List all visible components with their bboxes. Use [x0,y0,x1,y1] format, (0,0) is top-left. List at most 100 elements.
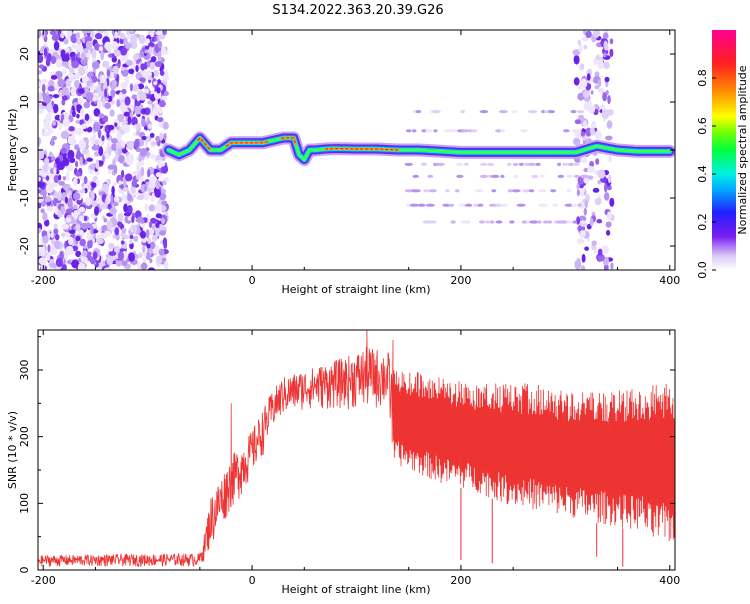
noise-blob [145,229,150,239]
harmonic-blob [518,162,525,166]
noise-blob [584,246,589,251]
noise-blob [68,236,74,246]
x-tick-label: 200 [450,274,471,287]
noise-blob [77,258,82,263]
noise-blob [128,68,135,75]
harmonic-blob [526,220,531,224]
harmonic-blob [428,189,437,193]
noise-blob [125,42,133,49]
noise-blob [104,88,108,98]
snr-frame [37,329,676,571]
harmonic-blob [498,110,508,114]
noise-blob [108,251,117,256]
noise-blob [40,208,45,214]
noise-blob [42,211,48,222]
noise-blob [61,86,69,96]
noise-blob [578,215,587,223]
noise-blob [66,171,70,182]
noise-blob [108,255,117,261]
noise-blob [100,74,107,83]
noise-blob [46,206,54,212]
harmonic-blob [490,220,495,224]
harmonic-blob [495,220,503,224]
noise-blob [62,117,71,128]
noise-blob [158,100,166,108]
noise-blob [584,199,588,209]
noise-blob [148,123,152,129]
harmonic-blob [464,162,469,166]
noise-blob [129,191,137,196]
harmonic-blob [550,189,557,193]
harmonic-blob [580,220,586,224]
noise-blob [104,41,112,50]
noise-blob [162,237,168,247]
noise-blob [116,74,120,82]
harmonic-blob [477,203,484,207]
harmonic-blob [552,203,559,207]
y-tick-label: 300 [18,360,31,381]
noise-blob [148,183,153,188]
noise-blob [140,63,146,71]
noise-blob [162,30,167,36]
noise-blob [38,30,41,39]
noise-blob [88,97,93,102]
noise-blob [145,251,151,260]
noise-blob [124,76,130,84]
noise-blob [119,91,123,102]
noise-blob [591,240,597,246]
harmonic-blob [487,162,495,166]
noise-blob [114,227,120,236]
harmonic-blob [420,162,428,166]
spectrogram-y-axis-label: Frequency (Hz) [6,109,19,192]
noise-blob [81,123,87,130]
noise-blob [94,206,99,216]
harmonic-blob [478,220,485,224]
noise-blob [160,217,165,225]
noise-blob [43,47,48,57]
noise-blob [106,178,112,185]
noise-blob [127,115,132,125]
harmonic-blob [417,203,426,207]
noise-blob [97,160,104,165]
noise-blob [41,83,46,93]
noise-blob [123,181,127,187]
harmonic-blob [448,203,455,207]
noise-blob [84,86,90,94]
noise-blob [38,54,44,64]
noise-blob [582,120,588,128]
noise-blob [134,105,143,115]
noise-blob [138,34,146,45]
harmonic-blob [445,189,450,193]
noise-blob [162,121,169,130]
noise-blob [141,47,146,52]
noise-blob [576,183,580,190]
noise-blob [134,138,140,149]
noise-blob [157,51,162,60]
noise-blob [147,237,152,245]
noise-blob [587,165,595,174]
noise-blob [103,267,112,270]
noise-blob [98,113,105,119]
noise-blob [131,116,138,126]
noise-blob [147,169,151,178]
noise-blob [125,59,133,66]
noise-blob [76,113,80,119]
noise-blob [147,100,154,105]
noise-blob [597,248,603,256]
noise-blob [38,137,41,147]
noise-blob [130,34,138,45]
noise-blob [54,206,59,216]
noise-blob [75,119,81,125]
noise-blob [578,114,584,120]
colorbar-tick-label: 0.4 [696,165,709,183]
noise-blob [116,133,122,142]
colorbar-ticks: 0.0 0.2 0.4 0.6 0.8 [696,69,716,279]
noise-blob [53,40,60,51]
noise-blob [163,71,169,79]
noise-blob [112,233,116,240]
noise-blob [601,245,609,255]
noise-blob [147,76,153,81]
noise-blob [139,230,147,239]
noise-blob [53,223,58,229]
noise-blob [121,88,127,95]
